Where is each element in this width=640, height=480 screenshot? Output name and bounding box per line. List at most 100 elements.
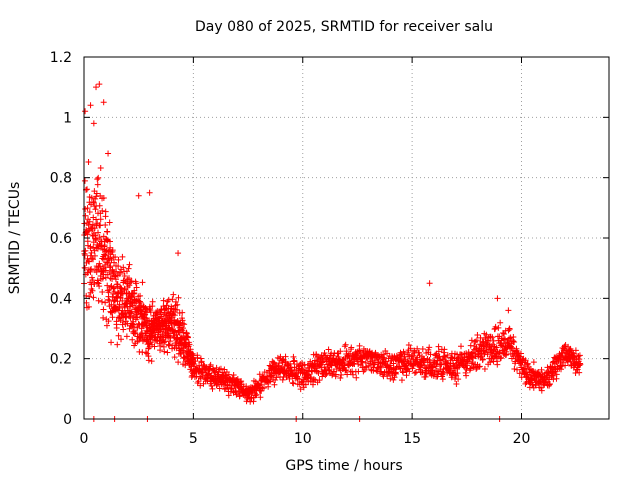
data-point [119, 297, 126, 304]
data-point [92, 237, 99, 244]
data-point [147, 309, 154, 316]
data-point [145, 357, 152, 364]
y-tick-label: 1 [63, 110, 72, 126]
data-point [291, 357, 298, 364]
data-point [130, 312, 137, 319]
data-point [105, 318, 112, 325]
data-point [184, 334, 191, 341]
axis-ticks: 0 5 10 15 20 0 0.2 0.4 0.6 0.8 1 1.2 [50, 50, 609, 447]
data-point [216, 385, 223, 392]
data-point [422, 373, 429, 380]
data-point [137, 299, 144, 306]
data-point [343, 367, 350, 374]
data-point [96, 234, 103, 241]
data-point [548, 365, 555, 372]
data-point [187, 366, 194, 373]
data-point [95, 280, 102, 287]
data-point [85, 303, 92, 310]
data-point [90, 120, 97, 127]
data-point [88, 194, 95, 201]
data-point [93, 84, 100, 91]
data-point [100, 306, 107, 313]
data-point [174, 306, 181, 313]
data-point [175, 359, 182, 366]
data-point [123, 333, 130, 340]
data-point [253, 391, 260, 398]
data-point [109, 314, 116, 321]
data-point [160, 297, 167, 304]
data-point [113, 325, 120, 332]
data-point [100, 314, 107, 321]
data-point [94, 181, 101, 188]
data-point [345, 362, 352, 369]
y-tick-label: 1.2 [50, 50, 72, 66]
data-point [86, 218, 93, 225]
data-point [82, 247, 89, 254]
data-point [86, 258, 93, 265]
data-point [487, 359, 494, 366]
data-point [497, 319, 504, 326]
data-point [171, 354, 178, 361]
data-point [81, 264, 88, 271]
data-point [217, 365, 224, 372]
data-point [553, 371, 560, 378]
data-point [99, 207, 106, 214]
data-point [320, 357, 327, 364]
data-point [256, 371, 263, 378]
data-point [102, 299, 109, 306]
data-point [211, 368, 218, 375]
data-point [401, 350, 408, 357]
data-point [518, 374, 525, 381]
data-point [115, 332, 122, 339]
data-point [384, 350, 391, 357]
data-point [85, 158, 92, 165]
data-point [326, 366, 333, 373]
data-point [87, 245, 94, 252]
y-tick-label: 0.4 [50, 291, 72, 307]
data-point [113, 268, 120, 275]
data-point [272, 376, 279, 383]
data-point [175, 250, 182, 257]
data-point [207, 361, 214, 368]
data-point [538, 366, 545, 373]
data-point [161, 348, 168, 355]
data-point [102, 252, 109, 259]
data-point [453, 372, 460, 379]
data-point [522, 370, 529, 377]
data-point [181, 321, 188, 328]
data-point [576, 356, 583, 363]
data-point [245, 391, 252, 398]
data-point [558, 366, 565, 373]
data-point [252, 392, 259, 399]
data-point [103, 322, 110, 329]
data-point [120, 264, 127, 271]
chart-title: Day 080 of 2025, SRMTID for receiver sal… [195, 19, 493, 35]
data-point [546, 381, 553, 388]
x-tick-label: 20 [513, 431, 531, 447]
data-point [144, 350, 151, 357]
data-point [473, 337, 480, 344]
data-point [567, 358, 574, 365]
data-point [97, 222, 104, 229]
data-point [176, 329, 183, 336]
data-point [268, 373, 275, 380]
data-point [489, 334, 496, 341]
data-point [186, 341, 193, 348]
data-point [257, 394, 264, 401]
data-point [498, 354, 505, 361]
data-point [279, 376, 286, 383]
data-point [94, 277, 101, 284]
data-point [147, 339, 154, 346]
data-point [411, 370, 418, 377]
data-point [171, 312, 178, 319]
data-point [95, 297, 102, 304]
data-point [113, 318, 120, 325]
data-point [132, 329, 139, 336]
data-point [360, 368, 367, 375]
data-point [90, 294, 97, 301]
data-point [407, 345, 414, 352]
data-point [234, 375, 241, 382]
data-point [426, 344, 433, 351]
data-point [493, 344, 500, 351]
